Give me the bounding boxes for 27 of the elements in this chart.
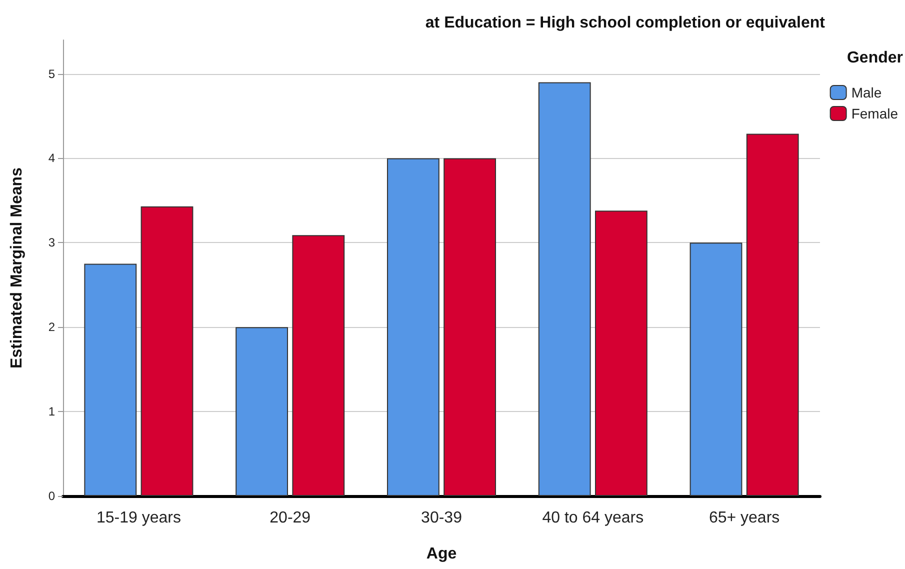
x-tick-label: 20-29 [270, 510, 311, 526]
y-tick-label: 3 [48, 236, 56, 250]
bar [746, 134, 799, 496]
bar [386, 158, 440, 496]
x-tick-label: 40 to 64 years [542, 510, 644, 526]
bar [236, 327, 288, 496]
x-axis-title: Age [426, 546, 457, 562]
legend-label: Male [851, 84, 882, 100]
x-tick-label: 30-39 [421, 510, 462, 526]
y-tick-label: 1 [48, 404, 56, 419]
bar [292, 235, 345, 496]
y-tick-label: 2 [48, 320, 56, 334]
bar [690, 242, 742, 496]
x-tick-label: 15-19 years [96, 510, 181, 526]
y-tick-label: 4 [48, 151, 56, 166]
bar [444, 158, 496, 496]
bar [140, 206, 194, 496]
bar [594, 210, 648, 496]
legend-label: Female [851, 106, 898, 122]
legend-title: Gender [846, 50, 903, 66]
y-axis-title: Estimated Marginal Means [8, 167, 26, 368]
bar [538, 82, 591, 496]
y-tick-label: 0 [48, 489, 56, 503]
bar [84, 264, 137, 496]
x-tick-label: 65+ years [708, 510, 780, 526]
chart-title: at Education = High school completion or equivalent [425, 14, 826, 32]
y-tick-label: 5 [48, 66, 56, 81]
